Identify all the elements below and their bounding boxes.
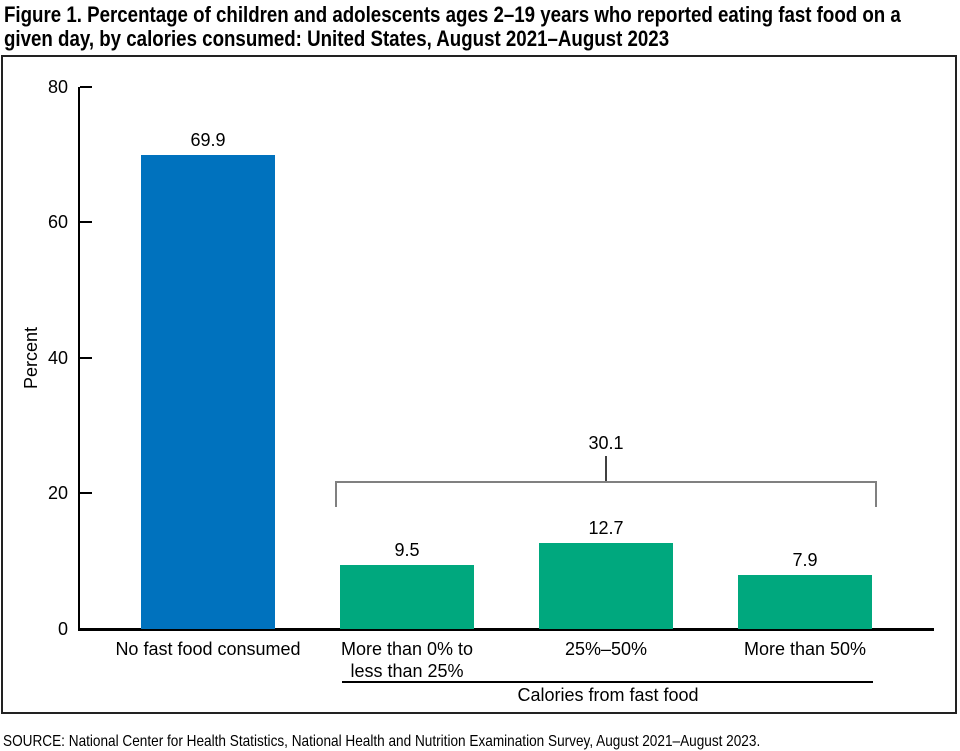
bar-value-label: 9.5 (394, 540, 420, 560)
bar-value-label: 7.9 (792, 550, 818, 570)
y-tick-label: 40 (47, 348, 68, 368)
figure-title-line-1: Figure 1. Percentage of children and ado… (4, 2, 901, 27)
bracket-left-end (335, 481, 337, 507)
category-label: More than 0% to less than 25% (297, 638, 517, 682)
y-tick-label: 80 (47, 77, 68, 97)
y-tick-label: 20 (47, 483, 68, 503)
x-axis-baseline (78, 628, 934, 631)
y-tick-mark (80, 86, 92, 88)
category-label-line: No fast food consumed (115, 639, 301, 659)
category-label: More than 50% (695, 638, 915, 660)
bar (141, 155, 275, 629)
y-tick-label: 0 (57, 619, 68, 639)
y-tick-mark (80, 492, 92, 494)
category-label: 25%–50% (496, 638, 716, 660)
bar (539, 543, 673, 629)
group-axis-label: Calories from fast food (517, 685, 699, 705)
bar-value-label: 12.7 (588, 518, 624, 538)
y-axis-line (78, 87, 80, 631)
category-label-line: less than 25% (350, 661, 464, 681)
category-label-line: More than 50% (743, 639, 867, 659)
y-tick-label: 60 (47, 212, 68, 232)
category-label-line: 25%–50% (564, 639, 648, 659)
y-tick-mark (80, 221, 92, 223)
y-tick-mark (80, 357, 92, 359)
source-note: SOURCE: National Center for Health Stati… (3, 733, 761, 750)
bar (738, 575, 872, 629)
bracket-center-tick (605, 456, 607, 481)
category-label: No fast food consumed (98, 638, 318, 660)
bracket-horizontal-line (335, 481, 877, 483)
bar-value-label: 69.9 (190, 130, 226, 150)
figure-title-line-2: given day, by calories consumed: United … (4, 26, 670, 51)
bar (340, 565, 474, 629)
bracket-value-label: 30.1 (588, 433, 624, 453)
figure-title: Figure 1. Percentage of children and ado… (4, 3, 901, 51)
bracket-right-end (875, 481, 877, 507)
group-underline (342, 681, 873, 683)
category-label-line: More than 0% to (340, 639, 474, 659)
